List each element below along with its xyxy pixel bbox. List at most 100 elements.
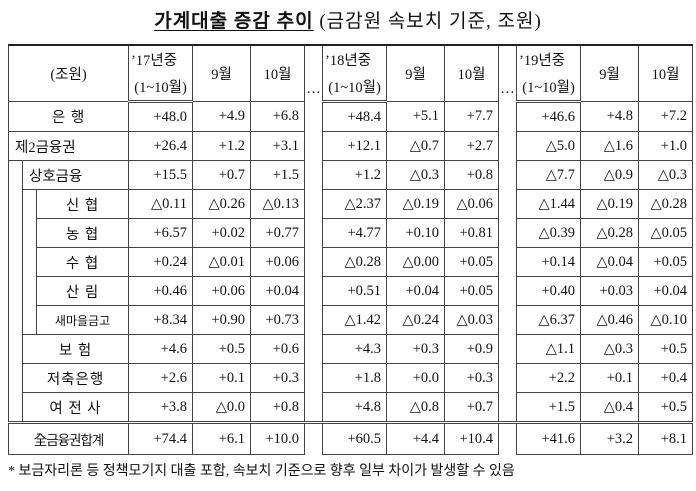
table-row: 저축은행 +2.6 +0.1 +0.3 +1.8 +0.0 +0.3 +2.2 +0.1 +0.4 [9,363,694,393]
value-cell: +0.05 [444,276,500,306]
value-cell: +2.2 [516,363,582,393]
separator [498,131,518,161]
unit-label: (조원) [7,44,130,102]
value-cell: △0.01 [192,247,252,277]
table-row: 수 협 +0.24 △0.01 +0.06 △0.28 △0.00 +0.05 +0.14 △0… [9,247,694,277]
value-cell: △0.24 [386,305,446,335]
value-cell: +0.5 [638,334,694,364]
value-cell: +0.6 [250,334,306,364]
value-cell: △1.44 [516,189,582,219]
value-cell: △0.04 [580,247,640,277]
ellipsis: … [498,44,518,102]
table-body: 은 행 +48.0 +4.9 +6.8 +48.4 +5.1 +7.7 +46.6 +4.8 +7… [7,101,694,455]
separator [498,305,518,335]
value-cell: +0.7 [444,392,500,423]
value-cell: +0.8 [250,392,306,423]
separator [498,421,518,455]
value-cell: △0.19 [580,189,640,219]
table-row: 여 전 사 +3.8 △0.0 +0.8 +4.8 △0.8 +0.7 +1.5 △0.4 +0.… [9,392,694,423]
value-cell: +0.0 [386,363,446,393]
separator [304,276,324,306]
row-label: 산 림 [35,276,130,306]
value-cell: +12.1 [322,131,388,161]
period-range: (1~10월) [128,73,194,103]
ellipsis: … [304,44,324,102]
value-cell: +2.6 [128,363,194,393]
row-label: 수 협 [35,247,130,277]
value-cell: +0.3 [386,334,446,364]
value-cell: △0.46 [580,305,640,335]
value-cell: +0.7 [192,160,252,190]
separator [498,218,518,248]
value-cell: △0.9 [580,160,640,190]
value-cell: △0.00 [386,247,446,277]
table-row: 농 협 +6.57 +0.02 +0.77 +4.77 +0.10 +0.81 △0.39 △0… [9,218,694,248]
separator [304,247,324,277]
row-label: 은 행 [7,101,130,132]
value-cell: △0.11 [128,189,194,219]
month-header: 9월 [386,44,446,102]
value-cell: △0.39 [516,218,582,248]
value-cell: +0.04 [638,276,694,306]
value-cell: +0.04 [386,276,446,306]
value-cell: +0.3 [250,363,306,393]
value-cell: +1.5 [516,392,582,423]
row-label: 여 전 사 [21,392,130,423]
value-cell: +48.4 [322,101,388,132]
value-cell: △0.03 [444,305,500,335]
separator [304,101,324,132]
month-header: 9월 [192,44,252,102]
row-label: 제2금융권 [7,131,130,161]
value-cell: +46.6 [516,101,582,132]
value-cell: +0.5 [192,334,252,364]
separator [304,189,324,219]
title-line: 가계대출 증감 추이 (금감원 속보치 기준, 조원) [0,6,696,33]
value-cell: +6.57 [128,218,194,248]
value-cell: +1.2 [192,131,252,161]
value-cell: +10.0 [250,421,306,455]
value-cell: △0.06 [444,189,500,219]
value-cell: +10.4 [444,421,500,455]
value-cell: △0.3 [386,160,446,190]
value-cell: +0.04 [250,276,306,306]
month-header: 10월 [444,44,500,102]
separator [498,247,518,277]
separator [498,334,518,364]
separator [498,363,518,393]
row-label: 신 협 [35,189,130,219]
value-cell: +0.24 [128,247,194,277]
separator [304,131,324,161]
value-cell: +0.77 [250,218,306,248]
table-row: 보 험 +4.6 +0.5 +0.6 +4.3 +0.3 +0.9 △1.1 △0.3 +0.5 [9,334,694,364]
value-cell: △0.0 [192,392,252,423]
value-cell: +3.1 [250,131,306,161]
table-row: 全금융권합계 +74.4 +6.1 +10.0 +60.5 +4.4 +10.4 +41.6 +… [7,421,694,455]
value-cell: +8.34 [128,305,194,335]
value-cell: +0.5 [638,392,694,423]
value-cell: +0.81 [444,218,500,248]
month-header: 10월 [638,44,694,102]
value-cell: +4.4 [386,421,446,455]
row-label: 全금융권합계 [7,421,130,455]
value-cell: +4.3 [322,334,388,364]
value-cell: +0.90 [192,305,252,335]
month-header: 10월 [250,44,306,102]
value-cell: +4.9 [192,101,252,132]
value-cell: △0.7 [386,131,446,161]
value-cell: △2.37 [322,189,388,219]
value-cell: +1.0 [638,131,694,161]
value-cell: +41.6 [516,421,582,455]
data-table: (조원) ’17년중 9월 10월… ’18년중 9월 10월… ’19년중 9월 10월 (1~1… [7,44,694,455]
title: 가계대출 증감 추이 [154,11,314,32]
value-cell: △0.8 [386,392,446,423]
value-cell: +0.1 [192,363,252,393]
indent [8,160,23,423]
separator [304,218,324,248]
separator [304,363,324,393]
value-cell: △0.3 [580,334,640,364]
value-cell: +3.8 [128,392,194,423]
header-row: (조원) ’17년중 9월 10월… ’18년중 9월 10월… ’19년중 9월 10월 [7,44,694,102]
value-cell: △0.13 [250,189,306,219]
value-cell: +4.6 [128,334,194,364]
